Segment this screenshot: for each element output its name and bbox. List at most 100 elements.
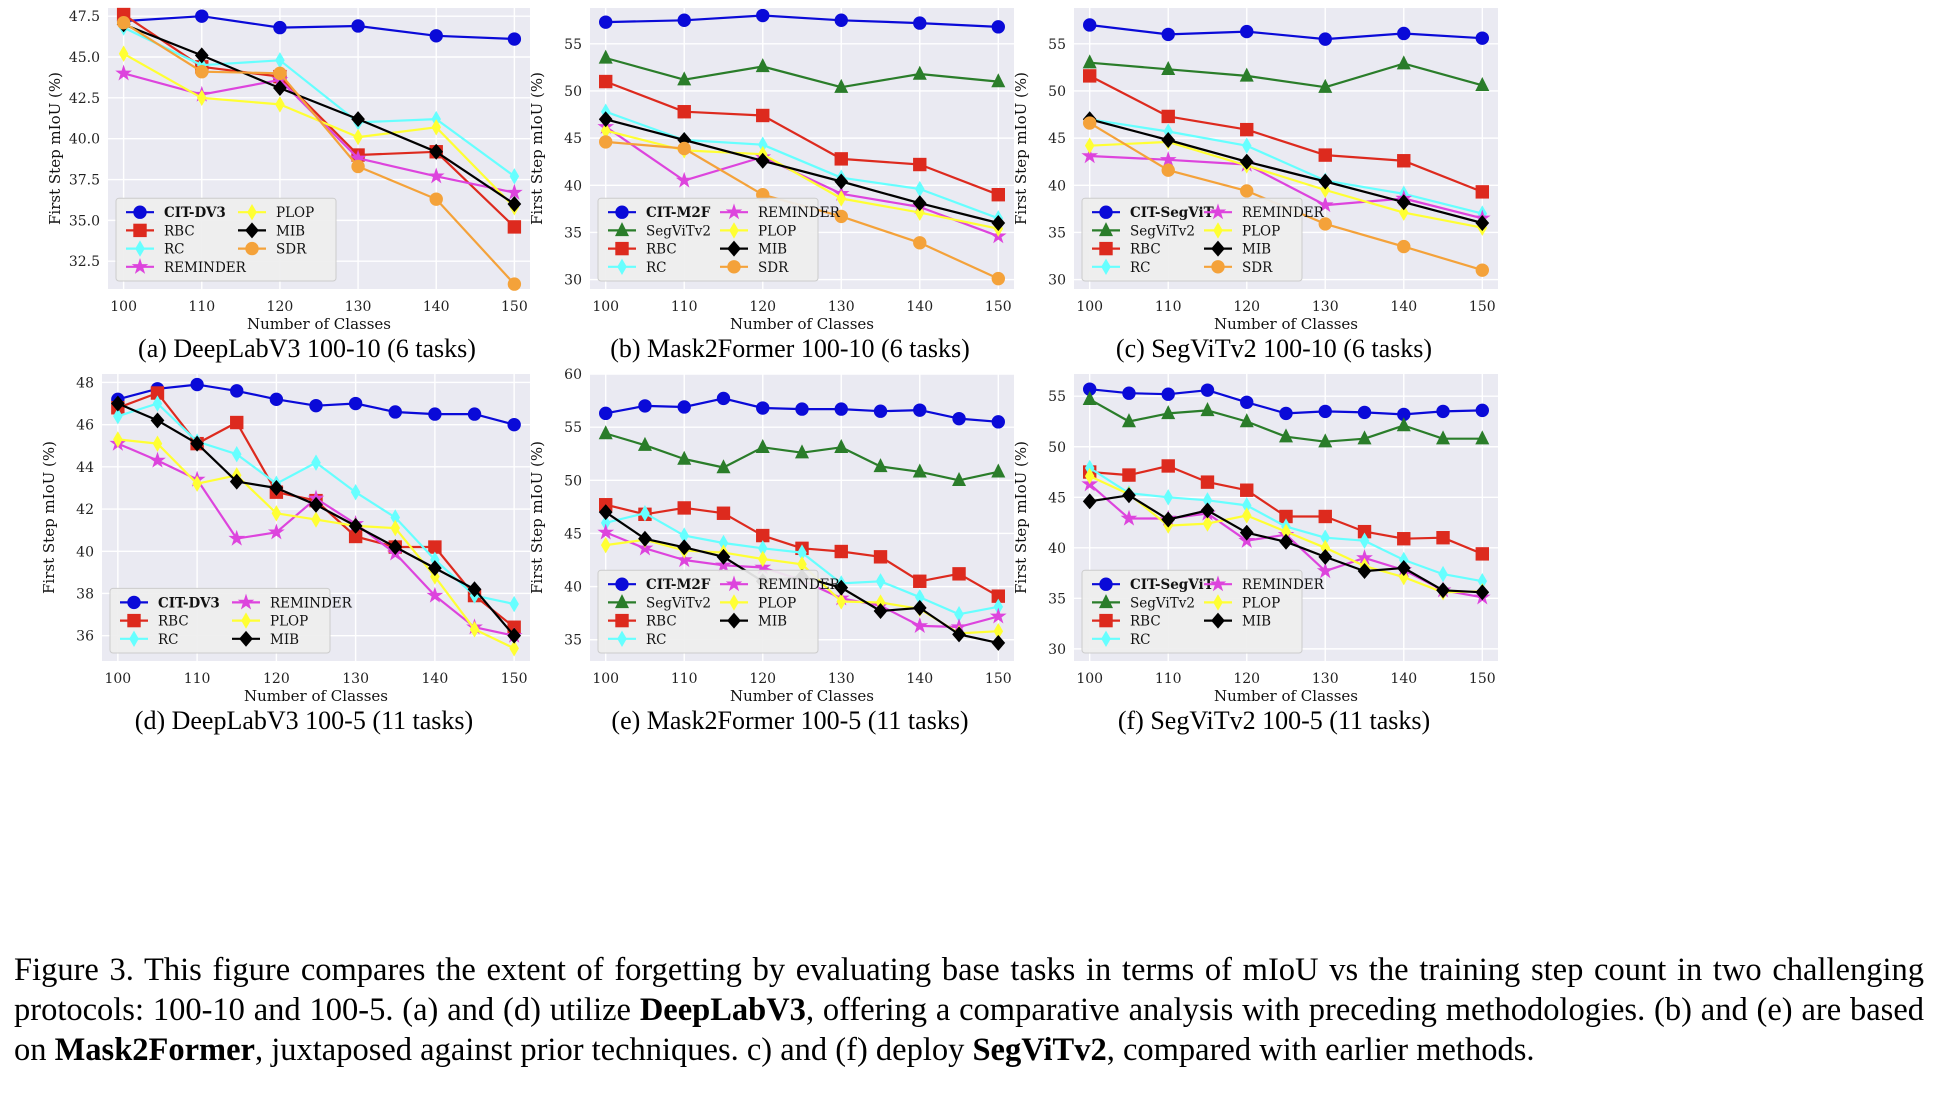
data-point xyxy=(1122,487,1136,504)
legend-marker xyxy=(727,240,741,257)
data-point xyxy=(952,411,966,426)
x-tick-label: 140 xyxy=(906,671,933,687)
data-point xyxy=(716,506,731,520)
legend-marker xyxy=(247,204,257,221)
data-point xyxy=(431,119,442,136)
legend-label: RC xyxy=(1130,632,1151,648)
legend-label: SDR xyxy=(276,242,307,258)
series-mib xyxy=(1082,111,1490,231)
series-cit xyxy=(599,8,1005,34)
series-line xyxy=(123,15,515,41)
y-tick-label: 45 xyxy=(564,131,582,147)
data-point xyxy=(429,143,444,160)
y-tick-label: 40.0 xyxy=(69,132,100,148)
series-rbc xyxy=(1083,69,1489,199)
data-point xyxy=(677,539,692,556)
series-line xyxy=(1089,61,1483,89)
legend-label: SegViTv2 xyxy=(1130,223,1195,239)
legend-label: RBC xyxy=(1130,242,1161,258)
y-tick-label: 40 xyxy=(1048,178,1066,194)
data-point xyxy=(1083,116,1097,130)
legend-box xyxy=(109,587,331,654)
data-point xyxy=(1161,163,1175,177)
data-point xyxy=(598,425,613,440)
data-point xyxy=(834,173,849,190)
caption-text-3: , juxtaposed against prior techniques. c… xyxy=(254,1032,973,1068)
data-point xyxy=(275,96,285,113)
series-line xyxy=(605,56,999,89)
data-point xyxy=(428,560,442,577)
data-point xyxy=(1436,404,1450,419)
legend-marker xyxy=(727,260,741,274)
x-tick-label: 110 xyxy=(188,299,215,315)
legend-label: PLOP xyxy=(1242,223,1280,239)
data-point xyxy=(952,626,966,643)
x-tick-label: 120 xyxy=(749,671,776,687)
x-axis-label: Number of Classes xyxy=(1214,315,1358,333)
data-point xyxy=(1396,417,1411,432)
legend-marker xyxy=(131,257,149,274)
data-point xyxy=(834,402,848,416)
data-point xyxy=(875,573,886,590)
x-tick-label: 150 xyxy=(501,671,528,687)
data-point xyxy=(755,152,770,169)
data-point xyxy=(273,66,287,81)
legend-label: RC xyxy=(1130,260,1151,276)
y-tick-label: 37.5 xyxy=(69,173,100,189)
legend-label: RC xyxy=(158,632,179,648)
x-tick-label: 140 xyxy=(906,299,933,315)
data-point xyxy=(1240,122,1254,137)
legend-marker xyxy=(1099,205,1113,219)
y-tick-label: 35 xyxy=(1048,225,1066,241)
data-point xyxy=(836,593,847,610)
y-tick-label: 45 xyxy=(564,526,582,542)
legend-marker xyxy=(1099,241,1113,256)
data-point xyxy=(1475,403,1489,418)
legend-box xyxy=(597,197,819,282)
series-line xyxy=(1089,23,1483,41)
data-point xyxy=(351,159,365,174)
data-point xyxy=(507,32,522,46)
legend-marker xyxy=(615,577,629,591)
legend-marker xyxy=(241,612,251,629)
x-tick-label: 130 xyxy=(342,671,369,687)
legend-marker xyxy=(239,630,253,647)
legend-marker xyxy=(1101,258,1111,275)
figure-caption: Figure 3. This figure compares the exten… xyxy=(14,950,1924,1070)
data-point xyxy=(152,435,163,452)
y-tick-label: 35.0 xyxy=(69,213,100,229)
data-point xyxy=(600,536,611,554)
data-point xyxy=(756,528,770,543)
data-point xyxy=(1396,560,1411,576)
data-point xyxy=(991,215,1006,231)
x-tick-label: 130 xyxy=(828,671,855,687)
data-point xyxy=(598,49,613,64)
data-point xyxy=(834,544,848,559)
data-point xyxy=(311,511,321,528)
legend-marker xyxy=(614,222,630,237)
legend-marker xyxy=(615,205,629,219)
data-point xyxy=(1397,154,1411,168)
legend-marker xyxy=(237,593,255,610)
data-point xyxy=(638,399,652,413)
y-tick-label: 40 xyxy=(1048,541,1066,557)
data-point xyxy=(1240,395,1254,409)
series-segvitv2 xyxy=(1082,390,1490,448)
data-point xyxy=(505,183,523,200)
y-axis-label: First Step mIoU (%) xyxy=(1012,72,1030,225)
data-point xyxy=(509,595,519,613)
legend-label: PLOP xyxy=(1242,595,1280,611)
chart-panel-2: 100 110 120 130 140 150 30 35 40 45 50 55 Number of … xyxy=(528,8,1014,363)
data-point xyxy=(756,8,770,23)
data-point xyxy=(1436,430,1451,445)
data-point xyxy=(836,190,847,207)
data-point xyxy=(677,13,691,27)
data-point xyxy=(599,406,613,421)
data-point xyxy=(599,74,613,89)
x-tick-label: 110 xyxy=(671,299,698,315)
legend-marker xyxy=(729,222,739,239)
data-point xyxy=(231,445,242,463)
data-point xyxy=(230,384,244,398)
chart-panel-1: 100 110 120 130 140 150 32.5 35.0 37.5 40.0 42.5 45… xyxy=(46,7,530,363)
data-point xyxy=(1200,502,1215,519)
